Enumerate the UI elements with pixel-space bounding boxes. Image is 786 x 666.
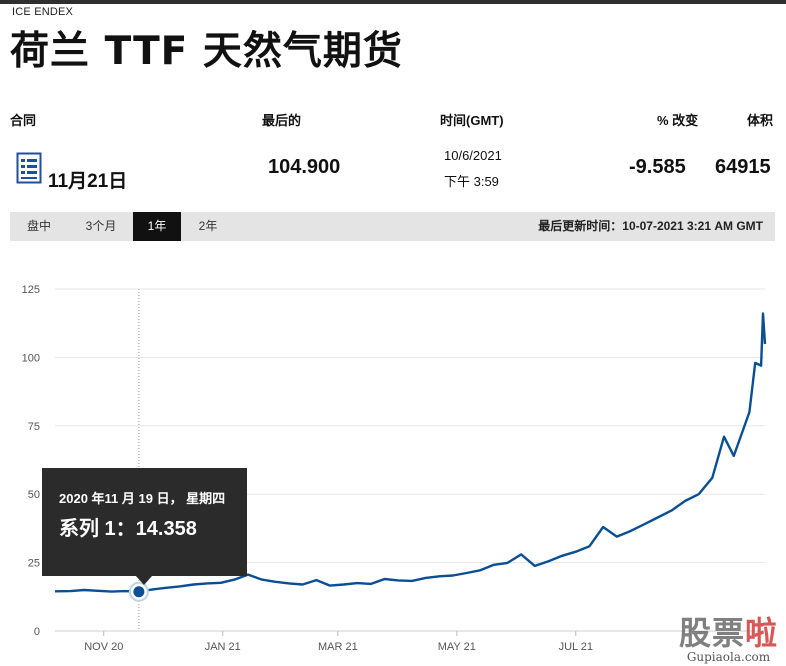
y-tick-label: 25 (28, 558, 40, 570)
y-tick-label: 125 (22, 284, 40, 296)
x-tick-label: NOV 20 (84, 641, 123, 653)
last-price: 104.900 (268, 156, 341, 178)
top-bar (0, 0, 786, 4)
last-trade-date: 10/6/2021 (444, 148, 502, 163)
column-header-change: % 改变 (657, 113, 699, 128)
page-title: 荷兰 TTF 天然气期货 (10, 29, 403, 74)
watermark-url: Gupiaola.com (686, 650, 771, 664)
tab-1-year[interactable]: 1年 (133, 212, 181, 241)
tooltip-arrow (136, 576, 152, 585)
tab-intraday[interactable]: 盘中 (26, 219, 51, 233)
last-trade-time: 下午 3:59 (444, 174, 499, 189)
tab-2-years[interactable]: 2年 (198, 219, 218, 233)
series-line (54, 312, 767, 593)
tooltip-date: 2020 年11 月 19 日， 星期四 (59, 491, 226, 506)
tab-3-months[interactable]: 3个月 (85, 219, 117, 233)
price-chart[interactable]: 0 25 50 75 100 125 NOV 20 JAN 21 MAR 21 MAY 21 JUL… (0, 250, 786, 666)
exchange-label: ICE ENDEX (12, 6, 74, 18)
volume-value: 64915 (715, 156, 771, 178)
watermark-logo: 股票啦 (678, 614, 778, 652)
percent-change: -9.585 (629, 156, 686, 178)
contract-spec-icon[interactable] (16, 152, 42, 184)
column-header-time: 时间(GMT) (440, 113, 504, 128)
x-tick-label: MAR 21 (318, 641, 358, 653)
column-header-contract: 合同 (10, 113, 37, 128)
x-tick-label: JUL 21 (559, 641, 593, 653)
contract-month[interactable]: 11月21日 (48, 171, 128, 192)
x-tick-label: MAY 21 (438, 641, 476, 653)
highlight-marker (133, 586, 145, 598)
column-header-last: 最后的 (262, 113, 302, 128)
watermark: 股票啦 Gupiaola.com (679, 608, 778, 664)
y-tick-label: 0 (34, 626, 40, 638)
y-tick-label: 100 (22, 352, 40, 364)
y-tick-label: 50 (28, 489, 40, 501)
x-tick-label: JAN 21 (205, 641, 241, 653)
range-tab-bar: 盘中 3个月 1年 2年 最后更新时间：10-07-2021 3:21 AM G… (10, 212, 775, 241)
tooltip-series-value: 系列 1：14.358 (59, 518, 197, 540)
last-updated-text: 最后更新时间：10-07-2021 3:21 AM GMT (538, 219, 763, 233)
chart-tooltip: 2020 年11 月 19 日， 星期四 系列 1：14.358 (42, 468, 247, 585)
y-tick-label: 75 (28, 421, 40, 433)
column-header-volume: 体积 (747, 113, 774, 128)
